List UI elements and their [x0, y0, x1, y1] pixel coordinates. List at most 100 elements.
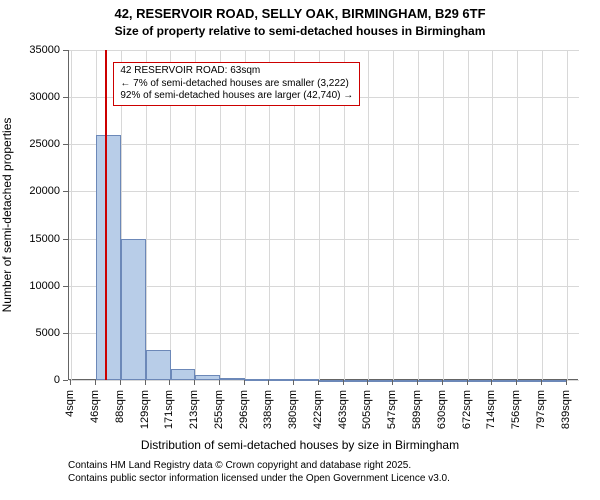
y-tick-mark — [63, 50, 68, 51]
footer-line-1: Contains HM Land Registry data © Crown c… — [68, 460, 600, 473]
x-tick-label: 171sqm — [163, 390, 175, 430]
x-tick-mark — [70, 380, 71, 385]
histogram-bar — [369, 380, 394, 382]
y-tick-mark — [63, 380, 68, 381]
histogram-bar — [96, 135, 121, 380]
x-tick-label: 88sqm — [114, 390, 126, 430]
x-tick-mark — [268, 380, 269, 385]
y-tick-label: 15000 — [18, 233, 60, 245]
x-tick-mark — [145, 380, 146, 385]
y-axis-label: Number of semi-detached properties — [0, 118, 14, 313]
grid-line-vertical — [492, 50, 493, 380]
histogram-bar — [294, 379, 319, 381]
x-tick-label: 589sqm — [411, 390, 423, 430]
y-tick-mark — [63, 191, 68, 192]
x-tick-mark — [318, 380, 319, 385]
histogram-bar — [394, 380, 419, 382]
x-tick-label: 380sqm — [287, 390, 299, 430]
page-subtitle: Size of property relative to semi-detach… — [0, 24, 600, 38]
x-tick-label: 463sqm — [337, 390, 349, 430]
grid-line-vertical — [567, 50, 568, 380]
y-tick-label: 35000 — [18, 44, 60, 56]
histogram-bar — [171, 369, 196, 380]
x-tick-mark — [541, 380, 542, 385]
histogram-bar — [220, 378, 245, 380]
histogram-bar — [121, 239, 146, 380]
histogram-bar — [344, 380, 369, 382]
grid-line-vertical — [368, 50, 369, 380]
histogram-bar — [245, 379, 270, 381]
x-tick-mark — [491, 380, 492, 385]
histogram-bar — [443, 380, 468, 382]
y-tick-mark — [63, 144, 68, 145]
x-tick-mark — [219, 380, 220, 385]
x-tick-mark — [169, 380, 170, 385]
y-tick-mark — [63, 286, 68, 287]
y-tick-label: 5000 — [18, 327, 60, 339]
x-tick-mark — [392, 380, 393, 385]
x-tick-label: 505sqm — [361, 390, 373, 430]
x-tick-label: 338sqm — [262, 390, 274, 430]
x-tick-label: 255sqm — [213, 390, 225, 430]
y-tick-mark — [63, 97, 68, 98]
grid-line-vertical — [468, 50, 469, 380]
x-tick-mark — [467, 380, 468, 385]
x-tick-mark — [95, 380, 96, 385]
x-tick-mark — [293, 380, 294, 385]
x-tick-label: 46sqm — [89, 390, 101, 430]
reference-line — [105, 50, 107, 380]
grid-line-vertical — [542, 50, 543, 380]
x-tick-label: 296sqm — [238, 390, 250, 430]
page-title: 42, RESERVOIR ROAD, SELLY OAK, BIRMINGHA… — [0, 6, 600, 21]
x-tick-mark — [367, 380, 368, 385]
x-axis-label: Distribution of semi-detached houses by … — [0, 438, 600, 452]
y-tick-label: 10000 — [18, 280, 60, 292]
grid-line-vertical — [443, 50, 444, 380]
grid-line-vertical — [418, 50, 419, 380]
x-tick-label: 756sqm — [510, 390, 522, 430]
y-tick-label: 20000 — [18, 185, 60, 197]
y-tick-label: 0 — [18, 374, 60, 386]
x-tick-mark — [417, 380, 418, 385]
x-tick-mark — [516, 380, 517, 385]
x-tick-label: 213sqm — [188, 390, 200, 430]
footer-attribution: Contains HM Land Registry data © Crown c… — [0, 460, 600, 485]
y-tick-mark — [63, 333, 68, 334]
x-tick-label: 797sqm — [535, 390, 547, 430]
histogram-bar — [468, 380, 493, 382]
x-tick-mark — [343, 380, 344, 385]
x-tick-label: 129sqm — [139, 390, 151, 430]
info-line-3: 92% of semi-detached houses are larger (… — [120, 90, 353, 103]
histogram-bar — [542, 380, 567, 382]
x-tick-mark — [120, 380, 121, 385]
histogram-bar — [418, 380, 443, 382]
histogram-bar — [518, 380, 543, 382]
x-tick-label: 714sqm — [485, 390, 497, 430]
histogram-bar — [493, 380, 518, 382]
histogram-bar — [270, 379, 295, 381]
x-tick-mark — [244, 380, 245, 385]
grid-line-vertical — [517, 50, 518, 380]
histogram-bar — [319, 380, 344, 382]
x-tick-label: 547sqm — [386, 390, 398, 430]
x-tick-label: 422sqm — [312, 390, 324, 430]
x-tick-mark — [566, 380, 567, 385]
grid-line-vertical — [71, 50, 72, 380]
x-tick-label: 839sqm — [560, 390, 572, 430]
histogram-bar — [146, 350, 171, 380]
x-tick-mark — [442, 380, 443, 385]
reference-info-box: 42 RESERVOIR ROAD: 63sqm ← 7% of semi-de… — [113, 62, 360, 106]
x-tick-label: 4sqm — [64, 390, 76, 430]
y-tick-label: 25000 — [18, 138, 60, 150]
info-line-1: 42 RESERVOIR ROAD: 63sqm — [120, 65, 353, 78]
y-tick-mark — [63, 239, 68, 240]
chart-root: { "title": "42, RESERVOIR ROAD, SELLY OA… — [0, 0, 600, 500]
info-line-2: ← 7% of semi-detached houses are smaller… — [120, 78, 353, 91]
x-tick-label: 630sqm — [436, 390, 448, 430]
y-tick-label: 30000 — [18, 91, 60, 103]
histogram-bar — [195, 375, 220, 380]
x-tick-label: 672sqm — [461, 390, 473, 430]
x-tick-mark — [194, 380, 195, 385]
footer-line-2: Contains public sector information licen… — [68, 473, 600, 486]
grid-line-vertical — [393, 50, 394, 380]
